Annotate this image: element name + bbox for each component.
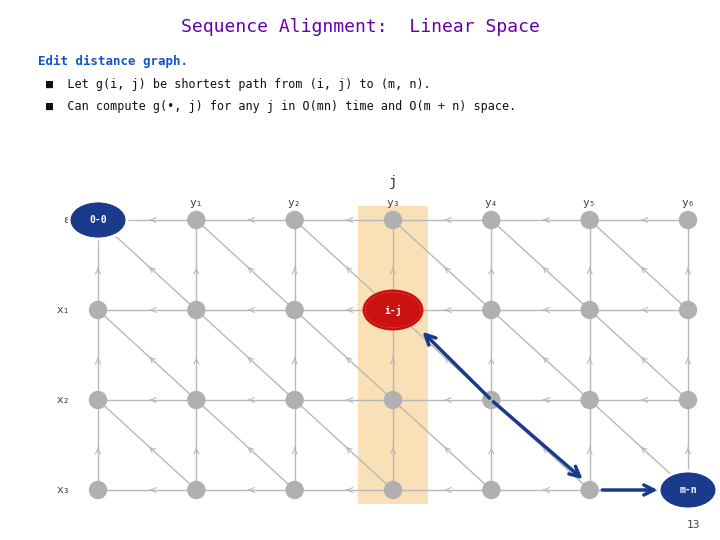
Text: Sequence Alignment:  Linear Space: Sequence Alignment: Linear Space (181, 18, 539, 36)
Ellipse shape (366, 293, 420, 327)
Circle shape (188, 482, 204, 498)
Circle shape (89, 301, 107, 319)
Circle shape (384, 392, 402, 408)
Circle shape (581, 212, 598, 228)
Text: Edit distance graph.: Edit distance graph. (38, 55, 188, 68)
Circle shape (483, 482, 500, 498)
Circle shape (286, 301, 303, 319)
Text: x₃: x₃ (56, 485, 70, 495)
Text: ■  Can compute g(•, j) for any j in O(mn) time and O(m + n) space.: ■ Can compute g(•, j) for any j in O(mn)… (46, 100, 516, 113)
Text: ■  Let g(i, j) be shortest path from (i, j) to (m, n).: ■ Let g(i, j) be shortest path from (i, … (46, 78, 431, 91)
Circle shape (680, 301, 696, 319)
Text: y₄: y₄ (485, 198, 498, 208)
Circle shape (680, 212, 696, 228)
Text: y₁: y₁ (189, 198, 203, 208)
Circle shape (286, 392, 303, 408)
Circle shape (188, 301, 204, 319)
Circle shape (483, 212, 500, 228)
Ellipse shape (71, 203, 125, 237)
Circle shape (384, 482, 402, 498)
Circle shape (89, 482, 107, 498)
Circle shape (89, 212, 107, 228)
Text: y₃: y₃ (386, 198, 400, 208)
Circle shape (188, 392, 204, 408)
Circle shape (581, 482, 598, 498)
Circle shape (188, 212, 204, 228)
Circle shape (581, 392, 598, 408)
FancyBboxPatch shape (358, 206, 428, 504)
Text: y₅: y₅ (583, 198, 596, 208)
Text: m-n: m-n (679, 485, 697, 495)
Circle shape (483, 301, 500, 319)
Text: x₂: x₂ (56, 395, 70, 405)
Circle shape (384, 212, 402, 228)
Circle shape (680, 482, 696, 498)
Circle shape (286, 482, 303, 498)
Text: 13: 13 (686, 520, 700, 530)
Circle shape (680, 392, 696, 408)
Text: 0-0: 0-0 (89, 215, 107, 225)
Circle shape (581, 301, 598, 319)
Text: ε: ε (63, 215, 70, 225)
Circle shape (89, 392, 107, 408)
Text: j: j (389, 175, 397, 189)
Circle shape (483, 392, 500, 408)
Ellipse shape (661, 473, 715, 507)
Text: i-j: i-j (384, 305, 402, 315)
Text: ε: ε (94, 198, 102, 208)
Text: x₁: x₁ (56, 305, 70, 315)
Text: y₂: y₂ (288, 198, 302, 208)
Circle shape (384, 301, 402, 319)
Text: y₆: y₆ (681, 198, 695, 208)
Circle shape (286, 212, 303, 228)
